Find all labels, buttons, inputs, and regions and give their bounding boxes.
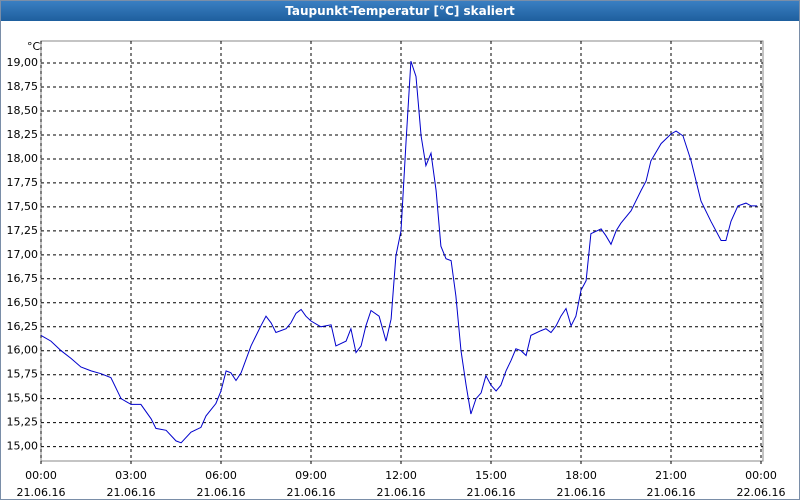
x-tick-label: 18:00 21.06.16 xyxy=(556,469,606,499)
y-tick-label: 18,00 xyxy=(7,152,39,165)
y-tick-label: 19,00 xyxy=(7,56,39,69)
y-tick-label: 15,75 xyxy=(7,368,39,381)
y-unit: °C xyxy=(27,40,41,53)
data-line xyxy=(40,60,758,444)
y-tick-label: 18,75 xyxy=(7,80,39,93)
y-tick-label: 15,00 xyxy=(7,440,39,453)
plot-frame xyxy=(40,40,764,462)
y-tick-label: 15,25 xyxy=(7,416,39,429)
y-tick-label: 18,50 xyxy=(7,104,39,117)
y-tick-label: 16,50 xyxy=(7,296,39,309)
y-tick-label: 15,50 xyxy=(7,392,39,405)
y-tick-label: 16,25 xyxy=(7,320,39,333)
y-tick-label: 17,50 xyxy=(7,200,39,213)
y-tick-label: 17,75 xyxy=(7,176,39,189)
x-tick-label: 15:00 21.06.16 xyxy=(466,469,516,499)
chart-title: Taupunkt-Temperatur [°C] skaliert xyxy=(1,1,799,21)
x-tick-label: 09:00 21.06.16 xyxy=(286,469,336,499)
x-tick-label: 06:00 21.06.16 xyxy=(196,469,246,499)
y-tick-label: 18,25 xyxy=(7,128,39,141)
y-tick-label: 16,75 xyxy=(7,272,39,285)
y-tick-label: 17,25 xyxy=(7,224,39,237)
y-tick-label: 16,00 xyxy=(7,344,39,357)
x-tick-label: 00:00 22.06.16 xyxy=(736,469,786,499)
y-tick-label: 17,00 xyxy=(7,248,39,261)
x-tick-label: 03:00 21.06.16 xyxy=(106,469,156,499)
x-tick-label: 00:00 21.06.16 xyxy=(16,469,66,499)
x-tick-label: 12:00 21.06.16 xyxy=(376,469,426,499)
x-tick-label: 21:00 21.06.16 xyxy=(646,469,696,499)
